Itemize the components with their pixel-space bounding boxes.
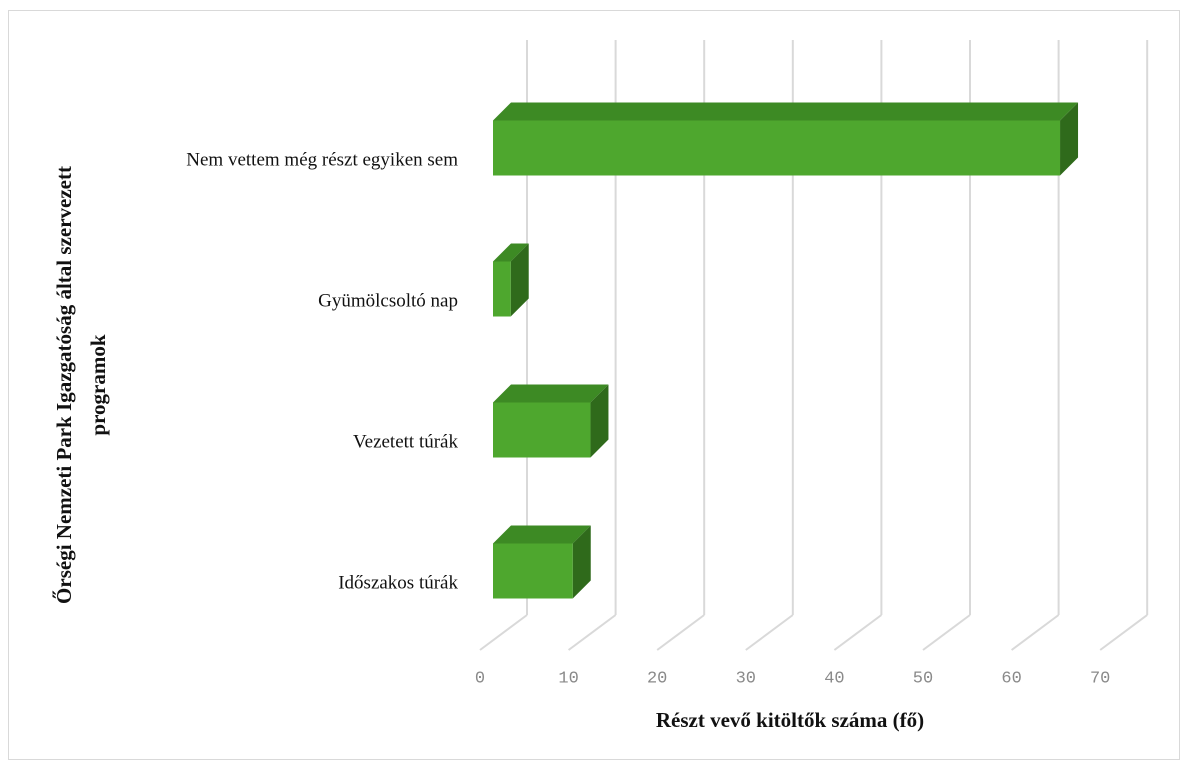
grid-line <box>568 614 617 651</box>
bar-front <box>493 402 591 458</box>
x-tick-label: 40 <box>824 669 844 688</box>
bar-top <box>493 384 609 403</box>
x-tick-label: 50 <box>913 669 933 688</box>
grid-line <box>479 614 528 651</box>
bar-side <box>1060 102 1079 176</box>
x-tick-label: 20 <box>647 669 667 688</box>
grid-line <box>745 614 794 651</box>
bar <box>493 102 1079 176</box>
y-tick-label: Nem vettem még részt egyiken sem <box>186 149 458 170</box>
bar-top <box>493 243 529 262</box>
grid-line <box>833 614 882 651</box>
y-axis-title: Őrségi Nemzeti Park Igazgatóság által sz… <box>52 166 76 604</box>
grid-line <box>922 614 971 651</box>
bar-front <box>493 120 1061 176</box>
grid-line <box>1011 614 1060 651</box>
bar-side <box>510 243 529 317</box>
y-tick-label: Időszakos túrák <box>338 572 458 593</box>
bar <box>493 384 609 458</box>
bar-front <box>493 543 573 599</box>
bar <box>493 243 529 317</box>
grid-line <box>656 614 705 651</box>
x-tick-label: 10 <box>558 669 578 688</box>
bar-side <box>590 384 609 458</box>
x-tick-label: 0 <box>475 669 485 688</box>
x-tick-label: 70 <box>1090 669 1110 688</box>
x-axis-title: Részt vevő kitöltők száma (fő) <box>656 708 924 732</box>
bar-top <box>493 102 1079 121</box>
y-axis-title: programok <box>86 334 110 435</box>
y-tick-label: Gyümölcsoltó nap <box>318 290 458 311</box>
bar-top <box>493 525 591 544</box>
grid-line <box>1099 614 1148 651</box>
bar <box>493 525 591 599</box>
x-tick-label: 60 <box>1001 669 1021 688</box>
y-tick-label: Vezetett túrák <box>353 431 458 452</box>
x-tick-label: 30 <box>736 669 756 688</box>
bar-front <box>493 261 511 317</box>
bar-side <box>572 525 591 599</box>
